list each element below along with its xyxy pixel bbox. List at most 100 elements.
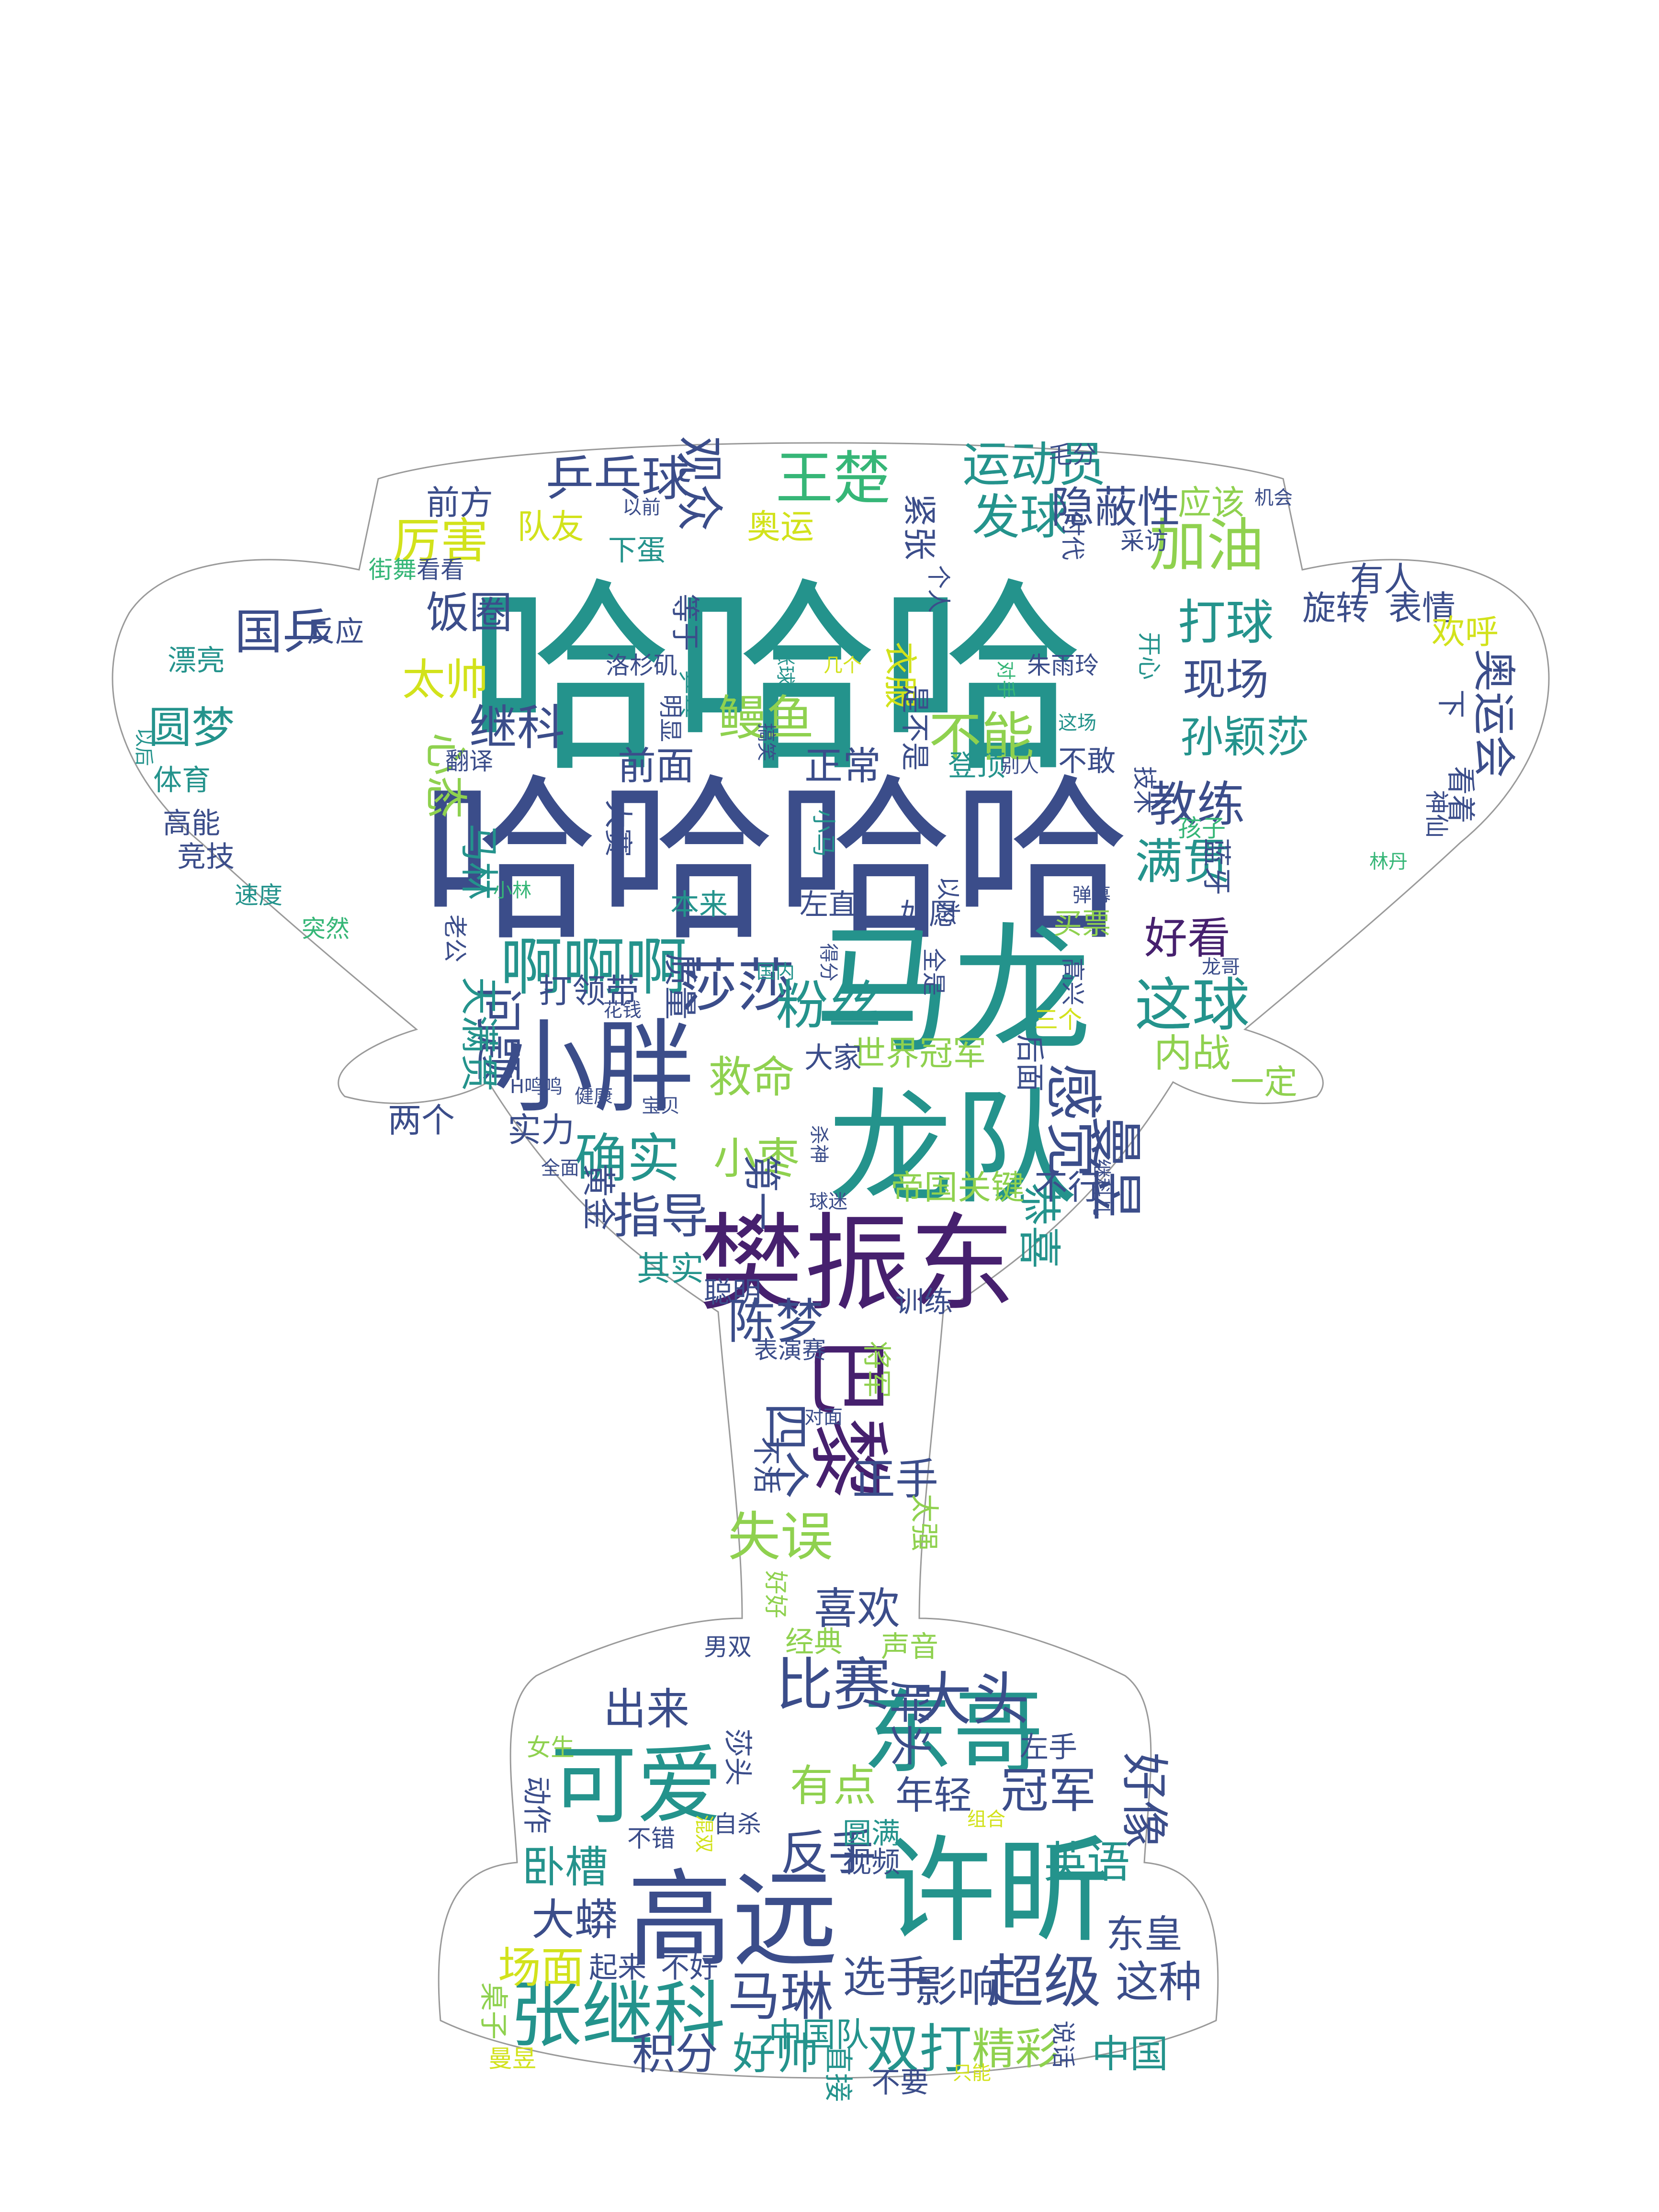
cloud-word: 中国队	[768, 2015, 869, 2054]
cloud-word: 紧张	[900, 493, 939, 560]
cloud-word: 时代	[1059, 512, 1086, 560]
cloud-word: 樊振东	[699, 1203, 1015, 1325]
cloud-word: 莎莎	[680, 953, 795, 1020]
cloud-word: 中国	[1092, 2032, 1168, 2077]
cloud-word: 黄金	[579, 1163, 618, 1230]
cloud-word: 宝贝	[642, 1095, 680, 1117]
cloud-word: 前面	[618, 744, 694, 789]
cloud-word: 说话	[1049, 2020, 1077, 2068]
cloud-word: 声音	[881, 1630, 938, 1664]
cloud-word: 不要	[871, 2066, 929, 2099]
cloud-word: 好好	[762, 1570, 790, 1618]
cloud-word: 组合	[967, 1808, 1005, 1830]
cloud-word: 救命	[709, 1052, 795, 1103]
cloud-word: 鳗鱼	[718, 690, 814, 746]
cloud-word: 队友	[517, 507, 584, 546]
cloud-word: 圆满	[843, 1817, 900, 1851]
cloud-word: 花钱	[603, 999, 642, 1021]
cloud-word: H鸣鸣	[510, 1076, 563, 1098]
cloud-word: 技术	[1130, 766, 1158, 814]
cloud-word: 粉丝	[776, 975, 881, 1036]
cloud-word: 帝国	[891, 1168, 958, 1207]
cloud-word: 采访	[1120, 527, 1168, 555]
cloud-word: 现场	[1183, 655, 1269, 705]
cloud-word: 影响	[914, 1962, 1001, 2012]
trophy-outline	[112, 442, 1550, 2079]
cloud-word: 东哥	[862, 1681, 1044, 1786]
cloud-word: 奥运会	[1469, 649, 1519, 778]
cloud-word: 旋转	[1302, 588, 1369, 628]
cloud-word: 卧槽	[522, 1842, 608, 1893]
cloud-word: 个人	[925, 565, 952, 613]
cloud-word: 本来	[670, 888, 728, 922]
cloud-word: 恭喜	[1014, 1183, 1064, 1269]
cloud-word: 国内	[756, 961, 795, 983]
cloud-word: 买票	[1053, 907, 1111, 941]
cloud-word: 别人	[1001, 755, 1039, 777]
cloud-word: 左手	[1020, 1731, 1077, 1764]
cloud-word: 几个	[824, 655, 862, 677]
cloud-word: 翻译	[445, 747, 493, 775]
cloud-word: 林丹	[1369, 851, 1408, 873]
cloud-word: 其实	[637, 1249, 704, 1288]
cloud-word: 曼昱	[488, 2045, 536, 2073]
cloud-word: 王楚	[776, 446, 891, 512]
cloud-word: 有点	[790, 1761, 876, 1811]
cloud-word: 不好	[661, 1951, 718, 1985]
cloud-word: 看着	[1444, 766, 1477, 824]
cloud-word: 好帅	[733, 2029, 819, 2079]
cloud-word: 内战	[1154, 1031, 1230, 1076]
cloud-word: 积分	[632, 2029, 718, 2079]
cloud-word: 老公	[441, 914, 469, 962]
cloud-word: 双打	[867, 2019, 972, 2080]
cloud-word: 乒乓	[676, 670, 703, 718]
cloud-word: 陈梦	[728, 1294, 824, 1350]
cloud-word: 莎头	[721, 1728, 754, 1786]
cloud-word: 得分	[817, 943, 839, 982]
cloud-word: 球迷	[809, 1191, 847, 1213]
cloud-word: 巴黎	[800, 1336, 895, 1499]
cloud-word: 指导	[613, 1188, 709, 1244]
cloud-word: 马琳	[728, 1966, 833, 2027]
cloud-word: 啊啊啊	[500, 931, 687, 1004]
cloud-word: 这种	[1116, 1957, 1202, 2008]
cloud-word: 自杀	[713, 1810, 761, 1838]
cloud-word: 大赛	[601, 800, 634, 857]
cloud-word: 后面	[1013, 1034, 1046, 1092]
cloud-word: 厉害	[393, 513, 488, 569]
cloud-word: 龙队	[828, 1077, 1077, 1221]
cloud-word: 这场	[1058, 712, 1096, 734]
cloud-word: 机会	[1254, 487, 1293, 509]
cloud-word: 只能	[953, 2062, 991, 2084]
cloud-word: 张继科	[510, 1974, 725, 2057]
cloud-word: 突然	[302, 915, 350, 943]
cloud-word: 继科	[469, 700, 565, 756]
cloud-word: 全面	[541, 1157, 579, 1179]
cloud-word: 下	[1434, 689, 1467, 718]
cloud-word: 女生	[527, 1734, 575, 1761]
cloud-word: 许昕	[881, 1824, 1111, 1958]
cloud-word: 可爱	[551, 1736, 723, 1836]
cloud-word: 发球	[972, 489, 1068, 545]
cloud-word: 不行	[1034, 1168, 1101, 1207]
cloud-word: 男双	[704, 1633, 752, 1661]
cloud-word: 高远	[627, 1859, 838, 1981]
cloud-word: 实力	[508, 1110, 575, 1150]
cloud-word: 年轻	[895, 1773, 972, 1818]
cloud-word: 哈哈哈	[467, 560, 1084, 800]
cloud-word: 龙哥	[1202, 956, 1240, 978]
cloud-word: 下蛋	[608, 534, 666, 567]
cloud-word: 喜欢	[814, 1584, 900, 1634]
cloud-word: 对手	[994, 661, 1016, 699]
cloud-word: 竞技	[177, 840, 235, 874]
cloud-word: 场面	[498, 1943, 584, 1993]
cloud-word: 一定	[1230, 1062, 1298, 1102]
cloud-word: 质量	[660, 953, 700, 1020]
cloud-word: 世界冠军	[852, 1034, 986, 1073]
cloud-word: 天满贯	[457, 977, 501, 1092]
cloud-word: 有人	[1350, 560, 1417, 599]
cloud-word: 开心	[1135, 632, 1163, 680]
cloud-word: 大蟒	[531, 1895, 618, 1945]
